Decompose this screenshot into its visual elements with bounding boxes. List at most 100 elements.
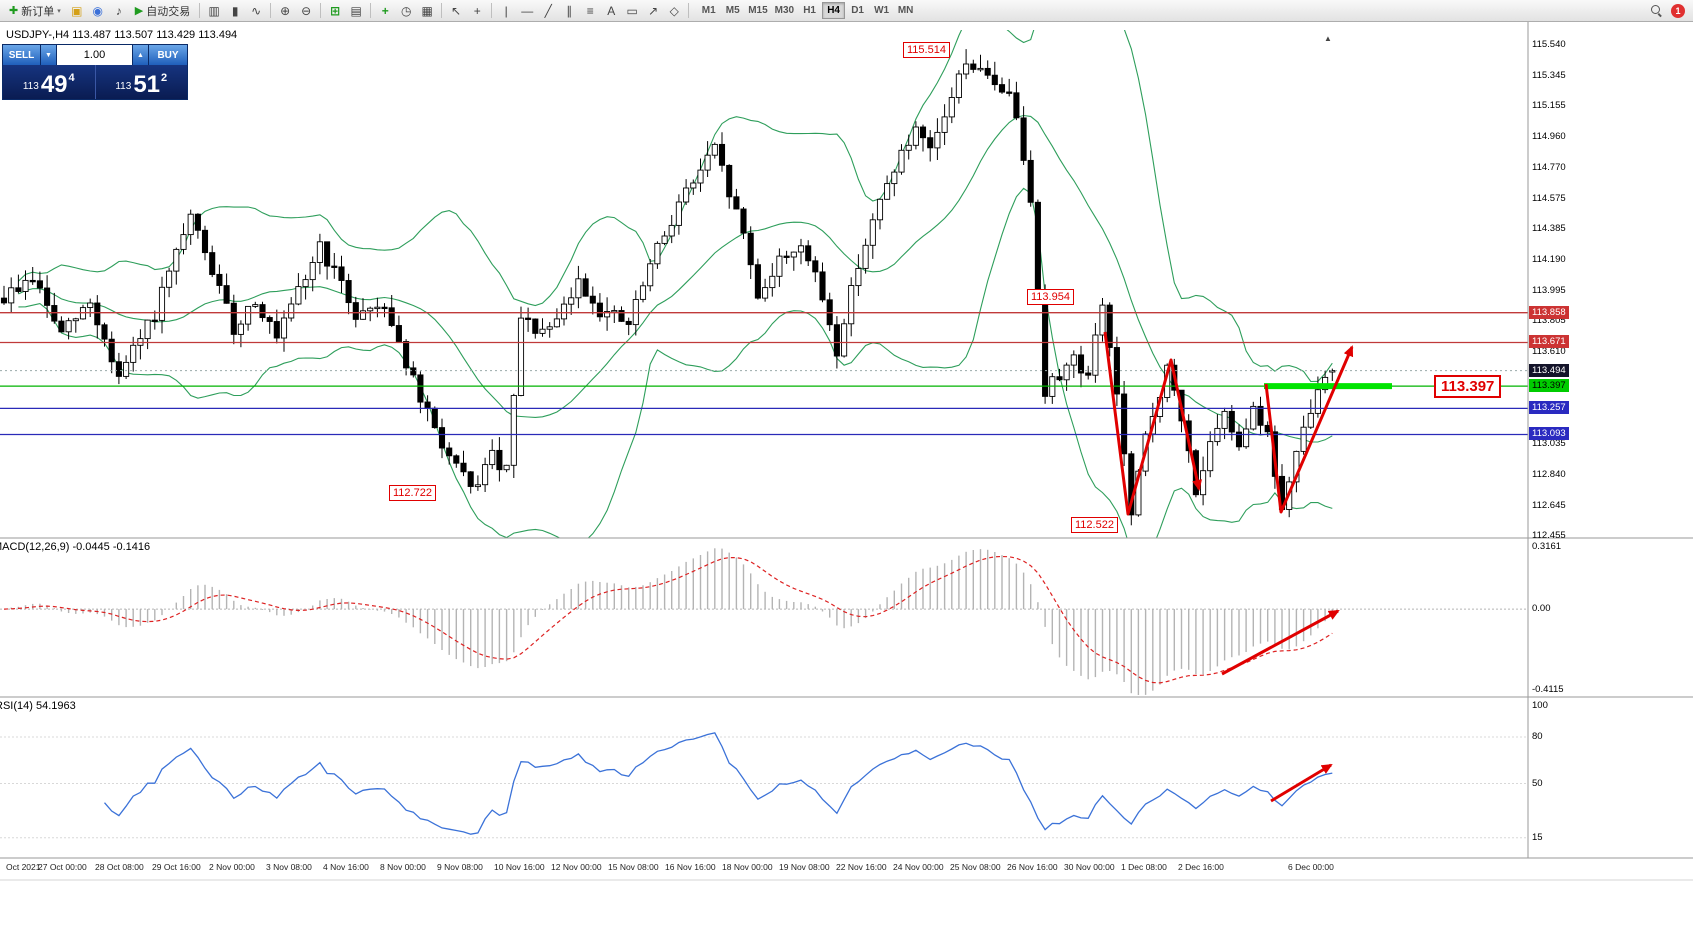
price-badge-blue: 113.257 bbox=[1529, 401, 1569, 415]
toolbar-separator bbox=[320, 3, 322, 18]
time-axis-label: 27 Oct 00:00 bbox=[38, 862, 87, 872]
price-badge-red: 113.858 bbox=[1529, 305, 1569, 319]
time-axis-label: 29 Oct 16:00 bbox=[152, 862, 201, 872]
toolbar-separator bbox=[370, 3, 372, 18]
timeframe-button-m1[interactable]: M1 bbox=[701, 5, 716, 16]
zoom-out-icon[interactable]: ⊖ bbox=[301, 3, 312, 18]
line-chart-icon[interactable]: ∿ bbox=[251, 3, 262, 18]
scroll-to-end-button[interactable]: ▲ bbox=[1324, 34, 1332, 43]
price-scale-label: 114.770 bbox=[1532, 161, 1566, 173]
time-axis-label: Oct 2021 bbox=[6, 862, 41, 872]
bid-prefix: 113 bbox=[22, 81, 39, 92]
toolbar-separator bbox=[199, 3, 201, 18]
time-axis-label: 9 Nov 08:00 bbox=[437, 862, 483, 872]
timeframe-button-d1[interactable]: D1 bbox=[851, 5, 864, 16]
fibonacci-tool-icon[interactable]: ≡ bbox=[586, 3, 594, 18]
price-scale-label: 112.840 bbox=[1532, 468, 1566, 480]
timeframe-button-mn[interactable]: MN bbox=[897, 5, 914, 16]
toolbar-separator bbox=[688, 3, 690, 18]
rsi-scale-label: 50 bbox=[1532, 777, 1543, 789]
arrange-windows-icon[interactable]: ▤ bbox=[350, 3, 362, 18]
play-icon: ▶ bbox=[134, 5, 144, 17]
bar-chart-icon[interactable]: ▥ bbox=[208, 3, 220, 18]
ask-price-button[interactable]: 113 51 2 bbox=[94, 65, 188, 99]
channel-tool-icon[interactable]: ∥ bbox=[566, 3, 573, 18]
price-scale-label: 115.345 bbox=[1532, 70, 1566, 82]
timeframe-button-w1[interactable]: W1 bbox=[874, 5, 890, 16]
price-badge-red: 113.671 bbox=[1529, 335, 1569, 349]
sell-button[interactable]: SELL bbox=[3, 45, 41, 65]
time-axis-label: 16 Nov 16:00 bbox=[665, 862, 716, 872]
macd-scale-label: 0.3161 bbox=[1532, 540, 1562, 552]
ask-big-digits: 51 bbox=[133, 71, 161, 99]
crosshair-icon[interactable]: + bbox=[473, 3, 481, 18]
time-axis-label: 24 Nov 00:00 bbox=[893, 862, 944, 872]
sound-icon[interactable]: ♪ bbox=[115, 3, 122, 18]
time-axis-label: 22 Nov 16:00 bbox=[836, 862, 887, 872]
package-icon[interactable]: ▣ bbox=[71, 3, 83, 18]
arrows-tool-icon[interactable]: ↗ bbox=[648, 3, 659, 18]
time-axis-label: 2 Dec 16:00 bbox=[1178, 862, 1224, 872]
auto-trading-button[interactable]: ▶ 自动交易 bbox=[130, 2, 195, 20]
new-order-button[interactable]: ✚ 新订单 ▾ bbox=[4, 2, 66, 20]
volume-decrease-button[interactable]: ▼ bbox=[41, 45, 57, 65]
price-annotation[interactable]: 112.722 bbox=[389, 485, 436, 501]
volume-increase-button[interactable]: ▲ bbox=[133, 45, 149, 65]
label-tool-icon[interactable]: ▭ bbox=[626, 3, 638, 18]
time-axis-label: 12 Nov 00:00 bbox=[551, 862, 602, 872]
price-annotation[interactable]: 113.397 bbox=[1434, 375, 1502, 398]
search-icon[interactable] bbox=[1646, 2, 1666, 20]
price-scale-label: 115.155 bbox=[1532, 100, 1566, 112]
toolbar-separator bbox=[270, 3, 272, 18]
vertical-line-tool-icon[interactable]: | bbox=[504, 3, 508, 18]
profile-icon[interactable]: ◉ bbox=[92, 3, 103, 18]
price-annotation[interactable]: 115.514 bbox=[903, 42, 950, 58]
price-scale-label: 114.385 bbox=[1532, 222, 1566, 234]
timeframe-group: M1 M5 M15 M30 H1 H4 D1 W1 MN bbox=[697, 2, 917, 19]
tile-windows-icon[interactable]: ⊞ bbox=[330, 3, 341, 18]
timeframe-button-h1[interactable]: H1 bbox=[803, 5, 816, 16]
timeframe-button-h4[interactable]: H4 bbox=[822, 2, 846, 19]
timeframe-button-m30[interactable]: M30 bbox=[774, 5, 795, 16]
time-axis-label: 25 Nov 08:00 bbox=[950, 862, 1001, 872]
symbol-ohlc-info: USDJPY-,H4 113.487 113.507 113.429 113.4… bbox=[6, 29, 238, 41]
timeframe-button-m5[interactable]: M5 bbox=[725, 5, 740, 16]
caret-down-icon: ▾ bbox=[57, 7, 61, 15]
price-scale-label: 113.995 bbox=[1532, 284, 1566, 296]
rsi-indicator-label: RSI(14) 54.1963 bbox=[0, 700, 76, 712]
price-annotation[interactable]: 112.522 bbox=[1071, 517, 1118, 533]
horizontal-line-tool-icon[interactable]: — bbox=[521, 3, 534, 18]
timeframe-button-m15[interactable]: M15 bbox=[748, 5, 768, 16]
shapes-tool-icon[interactable]: ◇ bbox=[669, 3, 679, 18]
candlestick-chart-icon[interactable]: ▮ bbox=[231, 3, 239, 18]
time-axis-label: 18 Nov 00:00 bbox=[722, 862, 773, 872]
price-scale-label: 113.035 bbox=[1532, 437, 1566, 449]
ask-pip-digit: 2 bbox=[161, 72, 168, 84]
price-scale-label: 114.575 bbox=[1532, 192, 1566, 204]
time-axis-label: 3 Nov 08:00 bbox=[266, 862, 312, 872]
macd-scale-label: -0.4115 bbox=[1532, 683, 1564, 695]
price-annotation[interactable]: 113.954 bbox=[1027, 289, 1074, 305]
price-scale-label: 112.645 bbox=[1532, 499, 1566, 511]
templates-icon[interactable]: ▦ bbox=[421, 3, 433, 18]
buy-button[interactable]: BUY bbox=[149, 45, 187, 65]
trade-panel-controls: SELL ▼ 1.00 ▲ BUY bbox=[3, 45, 187, 65]
periods-icon[interactable]: ◷ bbox=[400, 3, 412, 18]
bid-price-button[interactable]: 113 49 4 bbox=[3, 65, 95, 99]
toolbar: ✚ 新订单 ▾ ▣ ◉ ♪ ▶ 自动交易 ▥ ▮ ∿ ⊕ ⊖ ⊞ ▤ + ◷ ▦… bbox=[0, 0, 1693, 22]
volume-input[interactable]: 1.00 bbox=[57, 45, 133, 65]
time-axis-label: 19 Nov 08:00 bbox=[779, 862, 830, 872]
rsi-scale-label: 15 bbox=[1532, 831, 1543, 843]
trendline-tool-icon[interactable]: ╱ bbox=[544, 3, 552, 18]
cursor-icon[interactable]: ↖ bbox=[451, 3, 462, 18]
macd-indicator-label: MACD(12,26,9) -0.0445 -0.1416 bbox=[0, 541, 151, 553]
price-badge-green: 113.397 bbox=[1529, 379, 1569, 393]
text-tool-icon[interactable]: A bbox=[607, 3, 616, 18]
toolbar-right: 1 bbox=[1646, 2, 1689, 20]
toolbar-separator bbox=[441, 3, 443, 18]
zoom-in-icon[interactable]: ⊕ bbox=[280, 3, 291, 18]
notification-badge[interactable]: 1 bbox=[1671, 3, 1685, 18]
indicators-icon[interactable]: + bbox=[381, 3, 389, 18]
